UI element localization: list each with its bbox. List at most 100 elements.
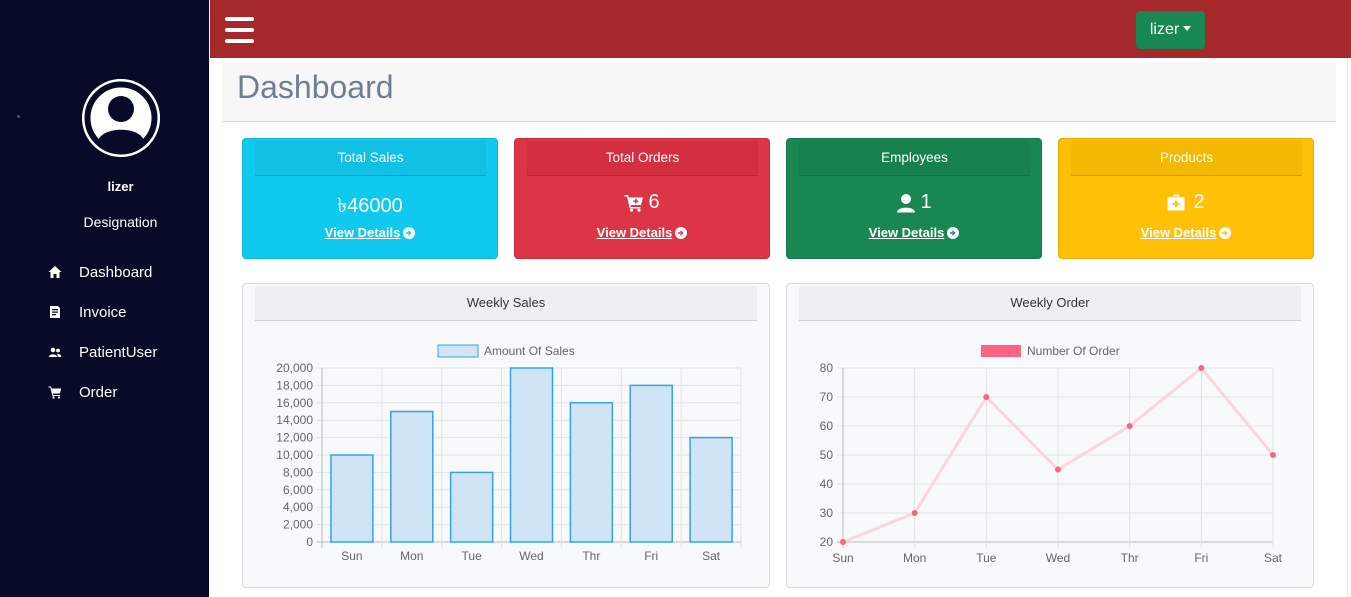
- y-tick-label: 70: [820, 390, 834, 404]
- sidebar-item-order[interactable]: Order: [0, 372, 209, 412]
- sidebar-item-patientuser[interactable]: PatientUser: [0, 332, 209, 372]
- page-header: Dashboard: [222, 62, 1336, 122]
- y-tick-label: 8,000: [283, 465, 313, 479]
- card-title: Products: [1071, 141, 1302, 176]
- employees-value: 1: [920, 191, 932, 213]
- y-tick-label: 80: [820, 361, 834, 375]
- y-tick-label: 18,000: [276, 378, 313, 392]
- y-tick-label: 30: [820, 506, 834, 520]
- view-details-label: View Details: [868, 225, 945, 240]
- y-tick-label: 40: [820, 477, 834, 491]
- chart-title: Weekly Order: [799, 286, 1301, 321]
- user-designation: Designation: [83, 214, 158, 230]
- sidebar-item-label: Dashboard: [79, 263, 153, 281]
- decorative-dot: [17, 115, 20, 118]
- weekly-order-chart: Number Of Order 20 30 40 50 60 70 80 Sun Mon Tue We…: [820, 344, 1283, 565]
- x-tick-label: Sat: [1264, 551, 1283, 565]
- weekly-order-panel: Weekly Order Number Of Order 20 30 40 50 60 70…: [786, 283, 1314, 588]
- card-value: 6: [515, 191, 769, 214]
- employees-card: Employees 1 View Details: [786, 138, 1042, 259]
- y-tick-label: 14,000: [276, 413, 313, 427]
- user-avatar-icon: [82, 79, 160, 157]
- y-tick-label: 12,000: [276, 431, 313, 445]
- bar: [449, 471, 494, 543]
- arrow-circle-right-icon: [403, 226, 416, 239]
- y-tick-label: 50: [820, 448, 834, 462]
- x-tick-label: Thr: [582, 549, 600, 563]
- user-menu-button[interactable]: lizer: [1136, 11, 1205, 49]
- bar: [330, 454, 374, 543]
- home-icon: [48, 265, 62, 279]
- legend-label: Amount Of Sales: [484, 344, 575, 358]
- weekly-sales-chart: Amount Of Sales 0 2,000 4,000 6,000 8,000 10,0…: [276, 344, 742, 563]
- data-point: [1270, 452, 1276, 458]
- x-tick-label: Sat: [702, 549, 721, 563]
- invoice-icon: [48, 305, 62, 319]
- card-value: 2: [1059, 191, 1313, 214]
- view-details-link[interactable]: View Details: [787, 225, 1041, 240]
- data-point: [1198, 365, 1205, 371]
- x-tick-label: Sun: [341, 549, 362, 563]
- y-tick-label: 20: [820, 535, 834, 549]
- chart-title: Weekly Sales: [255, 286, 757, 321]
- x-tick-label: Fri: [644, 549, 658, 563]
- page-title: Dashboard: [237, 69, 394, 105]
- bar: [390, 410, 434, 543]
- users-icon: [48, 345, 62, 359]
- card-title: Total Orders: [527, 141, 758, 176]
- view-details-link[interactable]: View Details: [1059, 225, 1313, 240]
- sidebar-item-invoice[interactable]: Invoice: [0, 292, 209, 332]
- user-icon: [897, 193, 916, 212]
- x-tick-label: Tue: [462, 549, 483, 563]
- sidebar-item-label: Order: [79, 383, 118, 401]
- arrow-circle-right-icon: [947, 226, 960, 239]
- view-details-link[interactable]: View Details: [515, 225, 769, 240]
- y-tick-label: 4,000: [283, 500, 313, 514]
- data-point: [911, 510, 918, 516]
- x-tick-label: Mon: [903, 551, 926, 565]
- x-tick-label: Thr: [1121, 551, 1139, 565]
- bar: [689, 436, 733, 543]
- y-tick-label: 10,000: [276, 448, 313, 462]
- products-value: 2: [1193, 191, 1205, 213]
- caret-down-icon: [1183, 25, 1192, 31]
- legend-label: Number Of Order: [1027, 344, 1120, 358]
- data-point: [1055, 466, 1061, 473]
- menu-toggle-icon[interactable]: [225, 17, 255, 45]
- view-details-label: View Details: [1140, 225, 1217, 240]
- avatar[interactable]: [82, 79, 160, 157]
- bar: [629, 384, 673, 543]
- x-tick-label: Tue: [976, 551, 997, 565]
- x-tick-label: Fri: [1194, 551, 1208, 565]
- card-title: Total Sales: [255, 141, 486, 176]
- sidebar: lizer Designation Dashboard Invoice Pati…: [0, 0, 209, 597]
- card-value: 1: [787, 191, 1041, 214]
- cart-plus-icon: [624, 194, 644, 212]
- sidebar-item-dashboard[interactable]: Dashboard: [0, 252, 209, 292]
- total-sales-value: ৳46000: [337, 195, 403, 217]
- view-details-link[interactable]: View Details: [243, 225, 497, 240]
- legend-swatch: [437, 344, 479, 358]
- topbar: lizer: [210, 0, 1351, 58]
- data-point: [983, 394, 990, 400]
- y-tick-label: 6,000: [283, 483, 313, 497]
- x-tick-label: Wed: [1046, 551, 1070, 565]
- sidebar-item-label: PatientUser: [79, 343, 158, 361]
- x-tick-label: Wed: [519, 549, 543, 563]
- arrow-circle-right-icon: [1219, 226, 1232, 239]
- bar: [569, 402, 614, 543]
- total-orders-card: Total Orders 6 View Details: [514, 138, 770, 259]
- total-sales-card: Total Sales ৳46000 View Details: [242, 138, 498, 259]
- data-point: [1126, 423, 1133, 429]
- view-details-label: View Details: [596, 225, 673, 240]
- user-menu-label: lizer: [1149, 21, 1180, 38]
- x-tick-label: Sun: [832, 551, 853, 565]
- y-tick-label: 20,000: [276, 361, 313, 375]
- sidebar-item-label: Invoice: [79, 303, 127, 321]
- x-tick-label: Mon: [400, 549, 423, 563]
- view-details-label: View Details: [324, 225, 401, 240]
- user-name: lizer: [107, 179, 134, 194]
- products-card: Products 2 View Details: [1058, 138, 1314, 259]
- cart-icon: [48, 385, 62, 399]
- data-point: [840, 539, 846, 545]
